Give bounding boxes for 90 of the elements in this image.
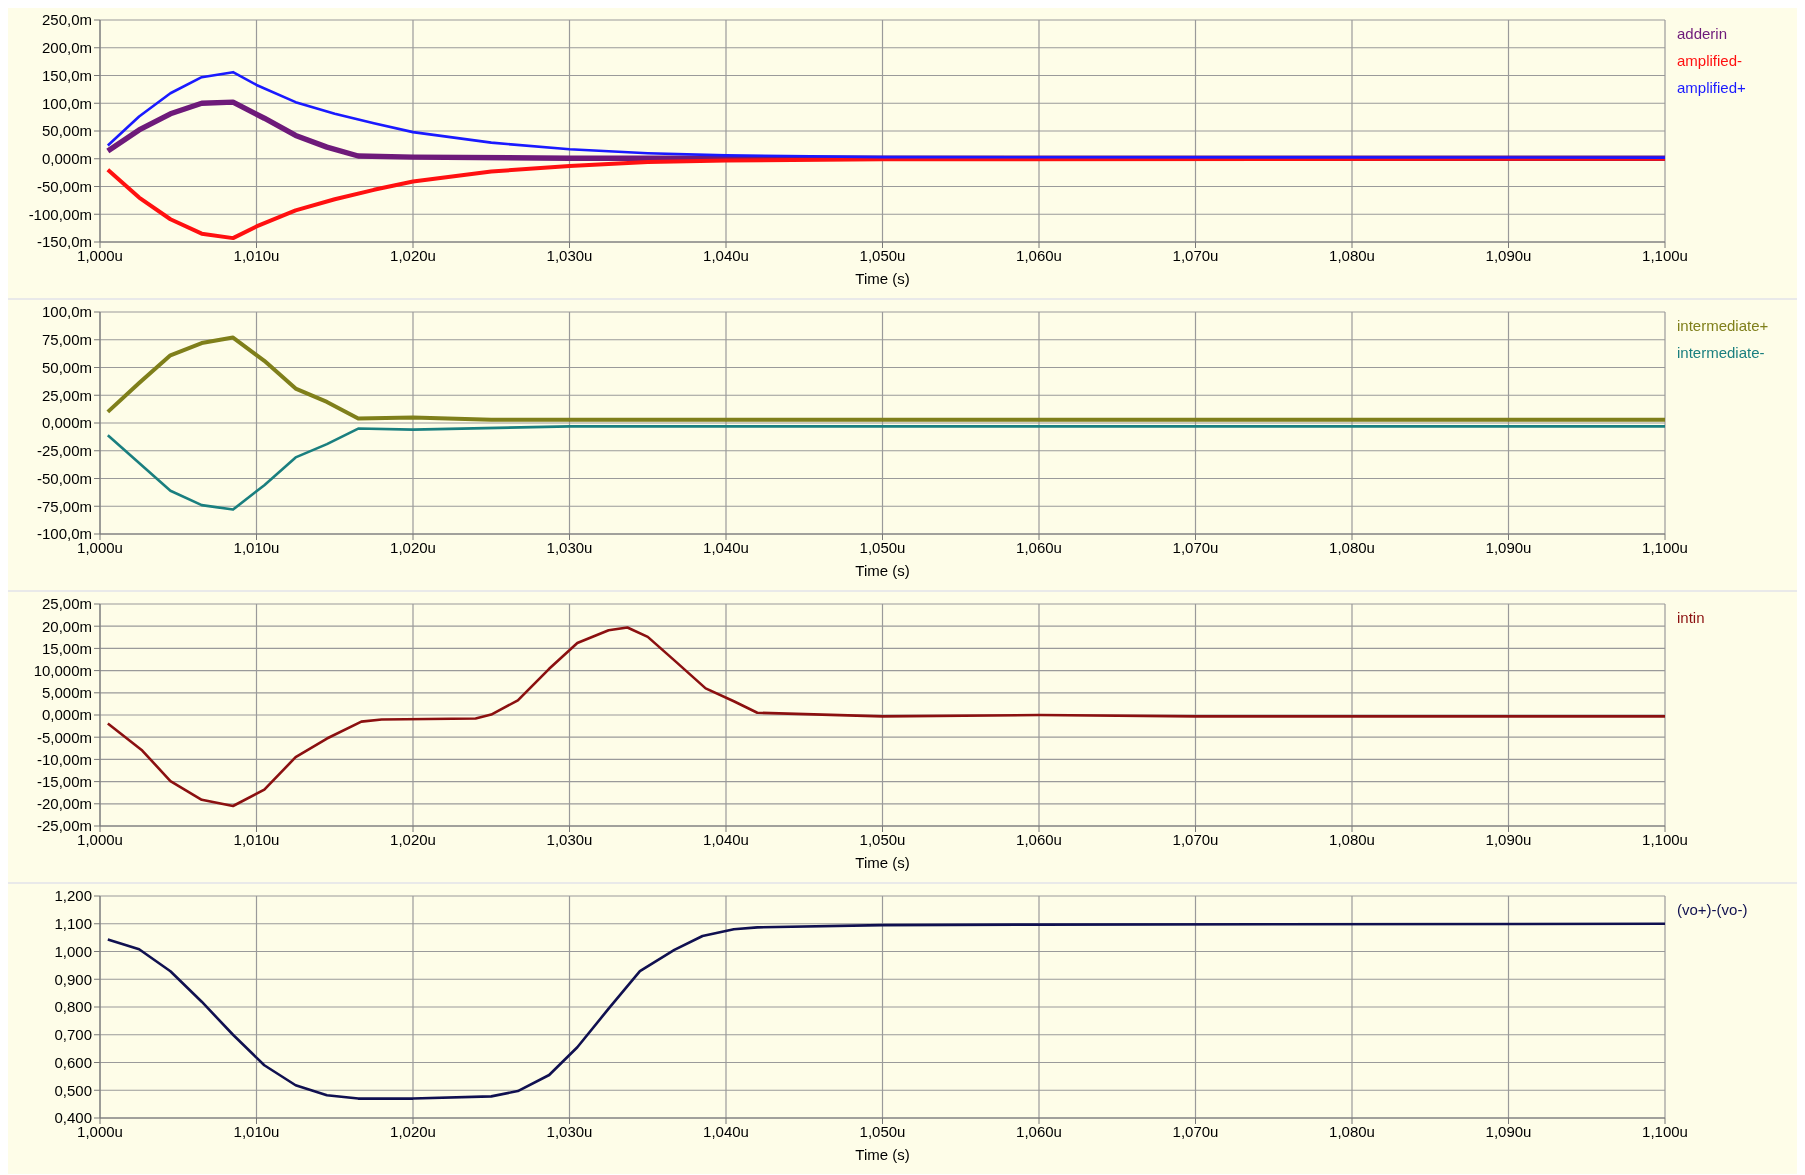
text: amplified- — [1677, 51, 1744, 71]
y-tick-label: 10,000m — [33, 661, 92, 679]
x-tick-label: 1,060u — [1016, 830, 1062, 848]
x-tick-label: 1,020u — [390, 830, 436, 848]
x-tick-label: 1,090u — [1485, 830, 1532, 848]
y-tick-label: 25,00m — [41, 595, 92, 613]
x-tick-label: 1,090u — [1485, 1122, 1532, 1140]
y-tick-label: 200,0m — [41, 39, 92, 57]
y-tick-label: 50,00m — [41, 358, 92, 376]
x-tick-label: 1,100u — [1642, 246, 1688, 264]
y-tick-label: -5,000m — [36, 728, 92, 746]
x-tick-label: 1,050u — [859, 1122, 906, 1140]
text: intin — [1677, 608, 1706, 628]
y-tick-label: 20,00m — [41, 617, 92, 635]
y-tick-label: 75,00m — [41, 331, 92, 349]
y-tick-label: -50,00m — [36, 469, 92, 487]
y-tick-label: 0,800 — [54, 998, 92, 1016]
y-tick-label: -25,00m — [36, 442, 92, 460]
x-tick-label: 1,030u — [546, 538, 593, 556]
y-tick-label: 100,0m — [41, 94, 92, 112]
text: intermediate- — [1677, 343, 1766, 363]
x-tick-label: 1,070u — [1172, 1122, 1219, 1140]
x-tick-label: 1,010u — [233, 246, 280, 264]
x-tick-label: 1,070u — [1172, 246, 1219, 264]
x-tick-label: 1,060u — [1016, 538, 1062, 556]
x-axis-title: Time (s) — [855, 270, 910, 287]
y-tick-label: -50,00m — [36, 177, 92, 195]
x-tick-label: 1,070u — [1172, 830, 1219, 848]
y-tick-label: -15,00m — [36, 772, 92, 790]
y-tick-label: 250,0m — [41, 11, 92, 29]
x-tick-label: 1,040u — [703, 538, 749, 556]
x-tick-label: 1,020u — [390, 538, 436, 556]
x-tick-label: 1,010u — [233, 1122, 280, 1140]
y-tick-label: 5,000m — [41, 684, 92, 702]
x-tick-label: 1,040u — [703, 1122, 749, 1140]
y-tick-label: 50,00m — [41, 122, 92, 140]
x-tick-label: 1,060u — [1016, 246, 1062, 264]
text: intermediate+ — [1677, 316, 1770, 336]
line-series — [105, 335, 1665, 422]
y-tick-label: 1,100 — [54, 915, 92, 933]
x-tick-label: 1,080u — [1329, 538, 1375, 556]
x-tick-label: 1,090u — [1485, 538, 1532, 556]
x-tick-label: 1,070u — [1172, 538, 1219, 556]
x-axis-title: Time (s) — [855, 854, 910, 871]
line-series — [106, 626, 1665, 808]
y-tick-label: 0,000m — [41, 150, 92, 168]
y-tick-label: -75,00m — [36, 497, 92, 515]
y-tick-label: 1,000 — [54, 942, 92, 960]
x-tick-label: 1,030u — [546, 830, 593, 848]
x-tick-label: 1,100u — [1642, 538, 1688, 556]
x-axis-title: Time (s) — [855, 1146, 910, 1163]
x-tick-label: 1,030u — [546, 246, 593, 264]
x-tick-label: 1,050u — [859, 246, 906, 264]
line-series — [106, 425, 1665, 511]
x-tick-label: 1,010u — [233, 538, 280, 556]
y-tick-label: 0,000m — [41, 706, 92, 724]
x-tick-label: 1,050u — [859, 538, 906, 556]
x-tick-label: 1,030u — [546, 1122, 593, 1140]
y-tick-label: 0,500 — [54, 1081, 92, 1099]
y-tick-label: 25,00m — [41, 386, 92, 404]
text: amplified+ — [1677, 78, 1747, 98]
x-tick-label: 1,090u — [1485, 246, 1532, 264]
text: adderin — [1677, 24, 1729, 44]
y-tick-label: 100,0m — [41, 303, 92, 321]
x-tick-label: 1,100u — [1642, 1122, 1688, 1140]
x-tick-label: 1,100u — [1642, 830, 1688, 848]
x-tick-label: 1,080u — [1329, 830, 1375, 848]
x-tick-label: 1,040u — [703, 830, 749, 848]
y-tick-label: 1,200 — [54, 887, 92, 905]
y-tick-label: 0,600 — [54, 1053, 92, 1071]
series-label: (vo+)-(vo-) — [1677, 900, 1749, 920]
line-series — [106, 70, 1665, 159]
x-tick-label: 1,080u — [1329, 246, 1375, 264]
y-tick-label: 15,00m — [41, 639, 92, 657]
x-tick-label: 1,020u — [390, 1122, 436, 1140]
line-series — [106, 922, 1665, 1100]
x-tick-label: 1,050u — [859, 830, 906, 848]
x-tick-label: 1,020u — [390, 246, 436, 264]
y-tick-label: 0,700 — [54, 1026, 92, 1044]
x-axis-title: Time (s) — [855, 562, 910, 579]
y-tick-label: 0,000m — [41, 414, 92, 432]
x-tick-label: 1,060u — [1016, 1122, 1062, 1140]
y-tick-label: 150,0m — [41, 66, 92, 84]
y-tick-label: -20,00m — [36, 795, 92, 813]
x-tick-label: 1,040u — [703, 246, 749, 264]
x-tick-label: 1,080u — [1329, 1122, 1375, 1140]
y-tick-label: 0,900 — [54, 970, 92, 988]
x-tick-label: 1,010u — [233, 830, 280, 848]
y-tick-label: -10,00m — [36, 750, 92, 768]
y-tick-label: -100,00m — [28, 205, 92, 223]
